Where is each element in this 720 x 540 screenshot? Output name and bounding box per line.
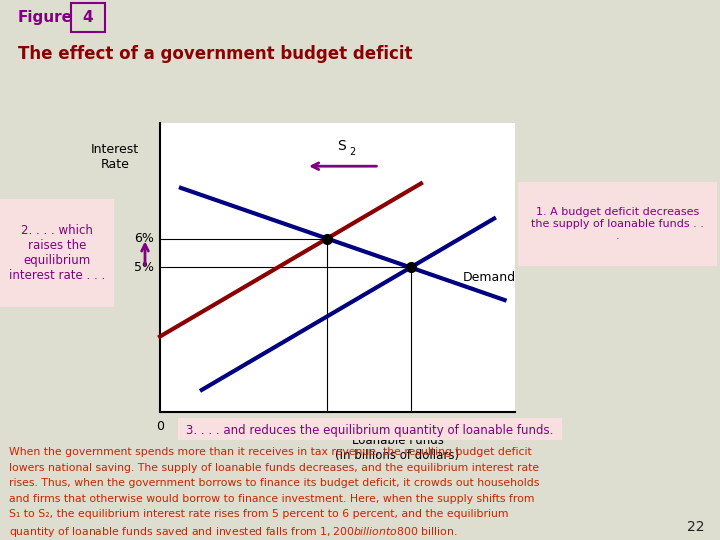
Text: and firms that otherwise would borrow to finance investment. Here, when the supp: and firms that otherwise would borrow to… bbox=[9, 494, 535, 503]
Text: 3. . . . and reduces the equilibrium quantity of loanable funds.: 3. . . . and reduces the equilibrium qua… bbox=[186, 423, 554, 437]
Text: When the government spends more than it receives in tax revenue, the resulting b: When the government spends more than it … bbox=[9, 447, 532, 457]
Text: rises. Thus, when the government borrows to finance its budget deficit, it crowd: rises. Thus, when the government borrows… bbox=[9, 478, 540, 488]
FancyBboxPatch shape bbox=[518, 182, 717, 266]
Text: S₁ to S₂, the equilibrium interest rate rises from 5 percent to 6 percent, and t: S₁ to S₂, the equilibrium interest rate … bbox=[9, 509, 509, 519]
Text: 1: 1 bbox=[572, 224, 578, 233]
FancyBboxPatch shape bbox=[0, 199, 114, 307]
Text: 1. A budget deficit decreases
the supply of loanable funds . .
.: 1. A budget deficit decreases the supply… bbox=[531, 207, 704, 241]
Bar bbox=[160, 123, 515, 412]
Text: quantity of loanable funds saved and invested falls from $1,200 billion to $800 : quantity of loanable funds saved and inv… bbox=[9, 524, 458, 538]
Text: 22: 22 bbox=[687, 520, 704, 534]
Text: $800: $800 bbox=[311, 420, 343, 433]
Text: 6%: 6% bbox=[134, 232, 154, 245]
Text: Figure: Figure bbox=[18, 10, 73, 25]
Text: 4: 4 bbox=[83, 10, 93, 25]
Text: Supply, S: Supply, S bbox=[520, 217, 578, 230]
Text: 2. . . . which
raises the
equilibrium
interest rate . . .: 2. . . . which raises the equilibrium in… bbox=[9, 224, 105, 282]
Text: Demand: Demand bbox=[463, 271, 516, 284]
Text: S: S bbox=[337, 139, 346, 153]
Text: $1,200: $1,200 bbox=[389, 420, 433, 433]
Text: The effect of a government budget deficit: The effect of a government budget defici… bbox=[18, 45, 413, 63]
FancyBboxPatch shape bbox=[178, 418, 562, 442]
Text: Loanable Funds
(in billions of dollars): Loanable Funds (in billions of dollars) bbox=[336, 434, 459, 462]
Text: 2: 2 bbox=[350, 147, 356, 157]
Bar bbox=[71, 3, 105, 32]
Text: 5%: 5% bbox=[134, 261, 154, 274]
Text: lowers national saving. The supply of loanable funds decreases, and the equilibr: lowers national saving. The supply of lo… bbox=[9, 463, 539, 472]
Text: 0: 0 bbox=[156, 420, 164, 433]
Text: Interest
Rate: Interest Rate bbox=[91, 143, 139, 171]
